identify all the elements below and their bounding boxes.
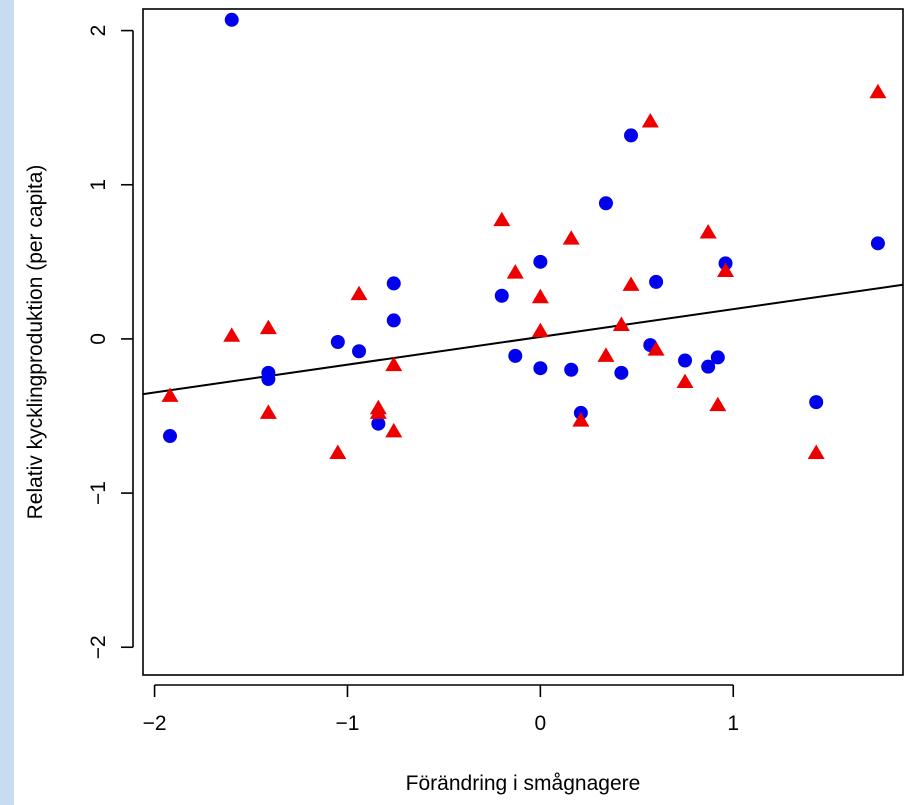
- data-point-circle: [352, 344, 367, 359]
- data-point-circle: [564, 362, 579, 377]
- data-point-triangle: [161, 387, 179, 402]
- data-point-triangle: [807, 444, 825, 459]
- x-tick-label: 1: [727, 712, 739, 735]
- data-point-triangle: [869, 83, 887, 99]
- data-point-circle: [224, 12, 239, 27]
- data-point-circle: [701, 359, 716, 374]
- y-tick-label: −2: [87, 635, 110, 659]
- x-tick-label: −2: [143, 712, 167, 735]
- data-point-triangle: [699, 224, 717, 239]
- y-tick-label: −1: [87, 481, 110, 505]
- y-axis-title: Relativ kycklingproduktion (per capita): [24, 165, 47, 520]
- data-point-triangle: [647, 341, 665, 356]
- data-point-circle: [598, 196, 613, 211]
- data-point-triangle: [562, 230, 580, 245]
- data-point-triangle: [622, 276, 640, 291]
- data-point-triangle: [717, 262, 735, 278]
- data-point-triangle: [709, 396, 727, 412]
- y-axis: −2 −1 0 1 2: [87, 25, 134, 659]
- data-point-triangle: [493, 211, 511, 227]
- data-point-circle: [163, 429, 178, 444]
- data-point-triangle: [641, 113, 659, 128]
- data-point-triangle: [597, 347, 615, 362]
- plot-frame: [142, 8, 904, 676]
- y-tick-label: 1: [87, 179, 110, 191]
- data-point-triangle: [259, 319, 277, 335]
- x-tick-label: −1: [335, 712, 359, 735]
- data-point-triangle: [385, 422, 403, 438]
- data-point-circle: [386, 313, 401, 328]
- data-point-triangle: [369, 404, 387, 419]
- x-axis-title: Förändring i smågnagere: [406, 772, 641, 795]
- data-point-circle: [330, 335, 345, 349]
- data-point-triangle: [350, 285, 368, 301]
- data-point-circle: [533, 254, 548, 269]
- data-point-circle: [261, 372, 276, 386]
- data-point-triangle: [612, 316, 630, 331]
- data-point-circle: [371, 416, 386, 431]
- data-point-circle: [533, 361, 548, 376]
- data-point-circle: [614, 365, 629, 380]
- data-point-circle: [649, 274, 664, 289]
- y-tick-label: 2: [87, 25, 110, 37]
- data-point-triangle: [329, 444, 347, 459]
- x-axis: −2 −1 0 1: [143, 684, 739, 735]
- data-point-triangle: [676, 373, 694, 389]
- data-point-triangle: [531, 288, 549, 304]
- data-point-triangle: [223, 327, 241, 342]
- data-point-circle: [678, 353, 693, 368]
- data-point-triangle: [259, 404, 277, 419]
- left-edge-strip: [0, 0, 14, 805]
- data-point-circle: [710, 350, 725, 365]
- data-point-circle: [809, 395, 824, 410]
- data-point-circle: [494, 288, 509, 303]
- data-point-triangle: [385, 356, 403, 372]
- data-point-triangle: [506, 264, 524, 279]
- y-tick-label: 0: [87, 333, 110, 345]
- data-point-triangle: [531, 322, 549, 338]
- regression-line: [143, 283, 903, 396]
- data-point-triangle: [572, 412, 590, 427]
- x-tick-label: 0: [535, 712, 547, 735]
- data-point-circle: [508, 348, 523, 363]
- plot-area: [143, 12, 903, 459]
- data-point-circle: [386, 276, 401, 291]
- data-point-circle: [870, 236, 885, 251]
- data-point-circle: [624, 128, 639, 143]
